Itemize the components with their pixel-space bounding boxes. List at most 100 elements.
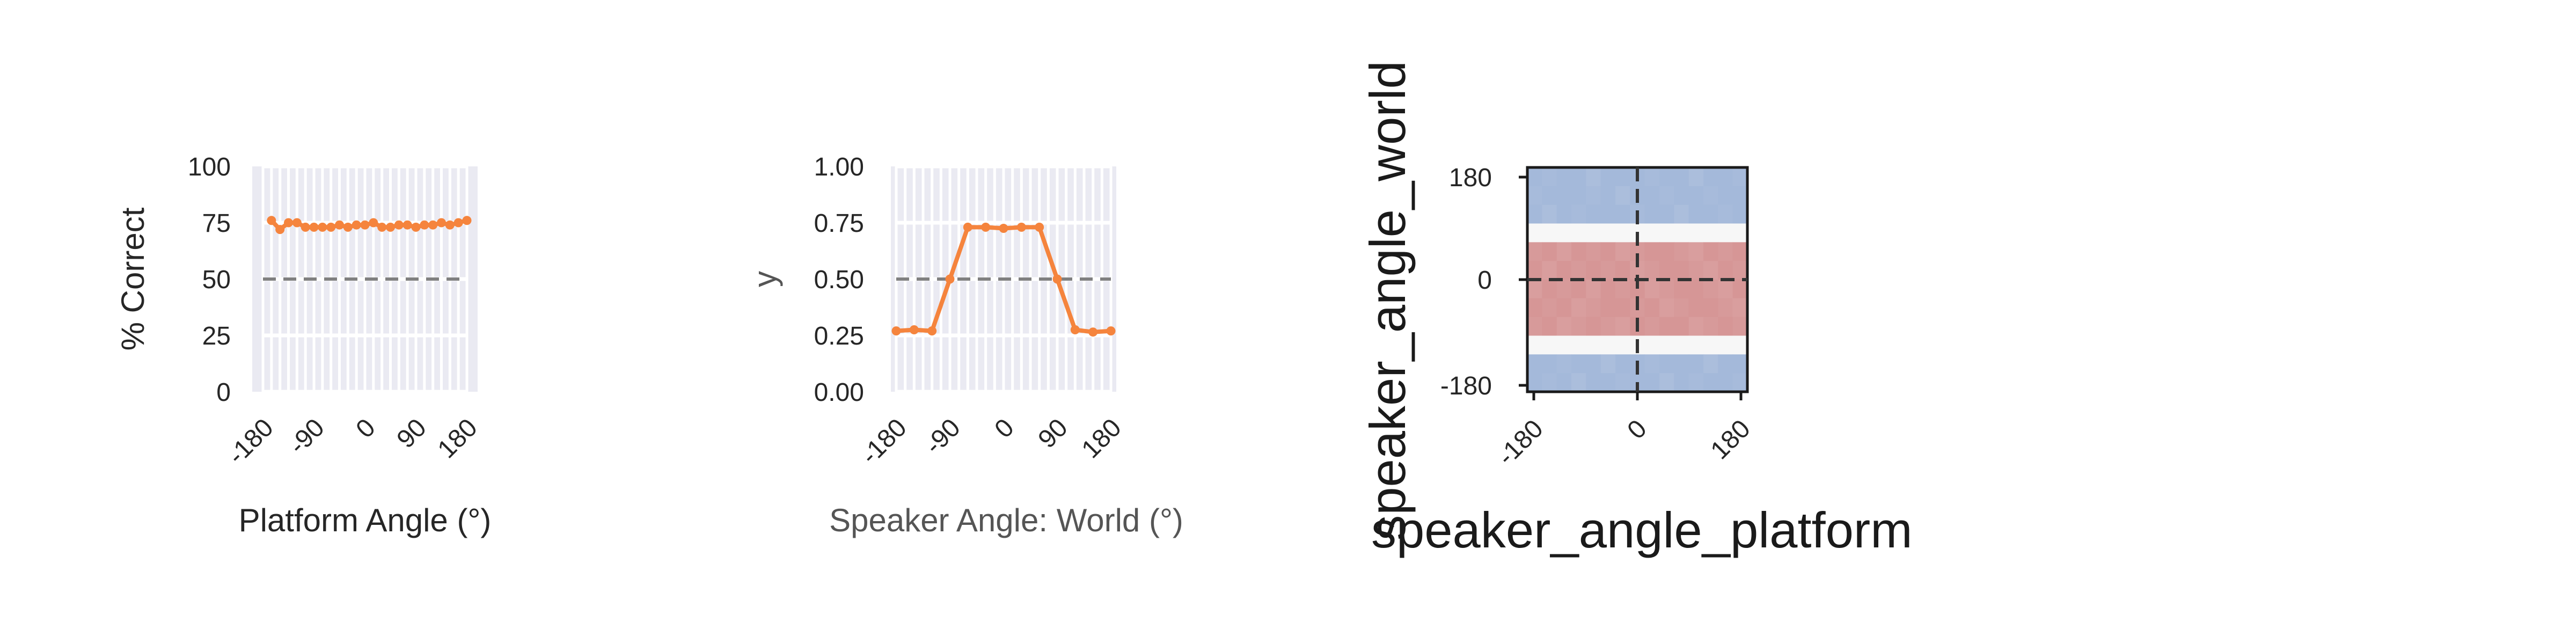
heatmap-cell	[1732, 317, 1748, 336]
heatmap-cell	[1688, 186, 1704, 206]
heatmap-cell	[1571, 261, 1586, 280]
heatmap-cells	[1527, 167, 1748, 392]
y-tick-label: 25	[202, 322, 231, 350]
heatmap-cell	[1615, 186, 1630, 206]
x-tick-label: -180	[855, 413, 912, 470]
data-point	[445, 220, 455, 230]
y-tick-label: 75	[202, 209, 231, 238]
heatmap-cell	[1644, 186, 1660, 206]
heatmap-cell	[1571, 223, 1586, 243]
data-point	[292, 218, 302, 228]
heatmap-cell	[1703, 354, 1718, 374]
heatmap-cell	[1674, 298, 1689, 318]
heatmap-cell	[1527, 186, 1542, 206]
heatmap-cell	[1644, 167, 1660, 187]
heatmap-cell	[1600, 317, 1616, 336]
x-tick-label: 0	[989, 413, 1019, 443]
heatmap-cell	[1732, 261, 1748, 280]
heatmap-cell	[1586, 223, 1601, 243]
heatmap-cell	[1703, 186, 1718, 206]
y-tick-label: 0	[1477, 266, 1492, 295]
heatmap-cell	[1586, 204, 1601, 224]
heatmap-cell	[1556, 354, 1572, 374]
x-tick-label: -90	[283, 413, 330, 460]
heatmap-cell	[1718, 373, 1733, 392]
heatmap-cell	[1688, 242, 1704, 261]
heatmap-cell	[1556, 317, 1572, 336]
data-point	[301, 222, 310, 232]
data-point	[420, 220, 429, 230]
heatmap-cell	[1556, 335, 1572, 355]
y-axis-label: speaker_angle_world	[1359, 61, 1416, 540]
heatmap-cell	[1571, 317, 1586, 336]
data-point	[335, 220, 344, 230]
x-tick-label: 180	[1077, 413, 1127, 464]
heatmap-cell	[1527, 204, 1542, 224]
heatmap-cell	[1615, 223, 1630, 243]
heatmap-cell	[1659, 223, 1674, 243]
data-point	[369, 218, 378, 228]
heatmap-cell	[1718, 298, 1733, 318]
data-point	[394, 220, 404, 230]
heatmap-cell	[1600, 167, 1616, 187]
heatmap-cell	[1615, 167, 1630, 187]
heatmap-cell	[1732, 373, 1748, 392]
x-tick-label: -90	[919, 413, 966, 460]
heatmap-cell	[1659, 167, 1674, 187]
heatmap-cell	[1600, 204, 1616, 224]
x-axis-label: Platform Angle (°)	[239, 502, 492, 538]
y-axis-label: % Correct	[115, 207, 151, 350]
heatmap-cell	[1688, 223, 1704, 243]
heatmap-cell	[1556, 186, 1572, 206]
heatmap-cell	[1674, 261, 1689, 280]
heatmap-cell	[1644, 335, 1660, 355]
heatmap-cell	[1688, 167, 1704, 187]
data-point	[999, 224, 1008, 233]
heatmap-cell	[1718, 204, 1733, 224]
x-axis-label: speaker_angle_platform	[1371, 502, 1913, 558]
x-tick-labels: -180 -90 0 90 180	[855, 413, 1126, 470]
data-point	[945, 274, 955, 284]
y-tick-label: -180	[1440, 372, 1492, 400]
heatmap-cell	[1556, 242, 1572, 261]
data-point	[386, 222, 395, 232]
heatmap-cell	[1586, 242, 1601, 261]
heatmap-cell	[1556, 373, 1572, 392]
heatmap-cell	[1659, 335, 1674, 355]
heatmap-cell	[1527, 242, 1542, 261]
heatmap-cell	[1703, 317, 1718, 336]
y-tick-label: 0.75	[814, 209, 864, 238]
heatmap-cell	[1718, 186, 1733, 206]
data-point	[1070, 325, 1080, 334]
heatmap-cell	[1659, 280, 1674, 299]
heatmap-cell	[1600, 335, 1616, 355]
heatmap-cell	[1644, 280, 1660, 299]
heatmap-cell	[1674, 280, 1689, 299]
heatmap-cell	[1527, 280, 1542, 299]
x-tick-labels: -180 0 180	[1492, 392, 1756, 471]
heatmap-cell	[1703, 298, 1718, 318]
heatmap-cell	[1542, 261, 1557, 280]
heatmap-cell	[1586, 167, 1601, 187]
heatmap-cell	[1732, 354, 1748, 374]
heatmap-cell	[1527, 261, 1542, 280]
heatmap-cell	[1600, 261, 1616, 280]
y-tick-labels: 0.00 0.25 0.50 0.75 1.00	[814, 153, 864, 407]
y-tick-label: 180	[1449, 164, 1492, 192]
heatmap-cell	[1659, 186, 1674, 206]
heatmap-cell	[1615, 335, 1630, 355]
heatmap-cell	[1542, 373, 1557, 392]
heatmap-cell	[1659, 242, 1674, 261]
heatmap-cell	[1542, 280, 1557, 299]
x-tick-labels: -180 -90 0 90 180	[222, 413, 482, 470]
data-point	[909, 325, 919, 334]
heatmap-cell	[1586, 186, 1601, 206]
heatmap-cell	[1615, 354, 1630, 374]
heatmap-cell	[1542, 354, 1557, 374]
heatmap-cell	[1600, 298, 1616, 318]
heatmap-cell	[1659, 261, 1674, 280]
heatmap-cell	[1571, 335, 1586, 355]
data-point	[360, 220, 370, 230]
data-point	[275, 225, 285, 235]
